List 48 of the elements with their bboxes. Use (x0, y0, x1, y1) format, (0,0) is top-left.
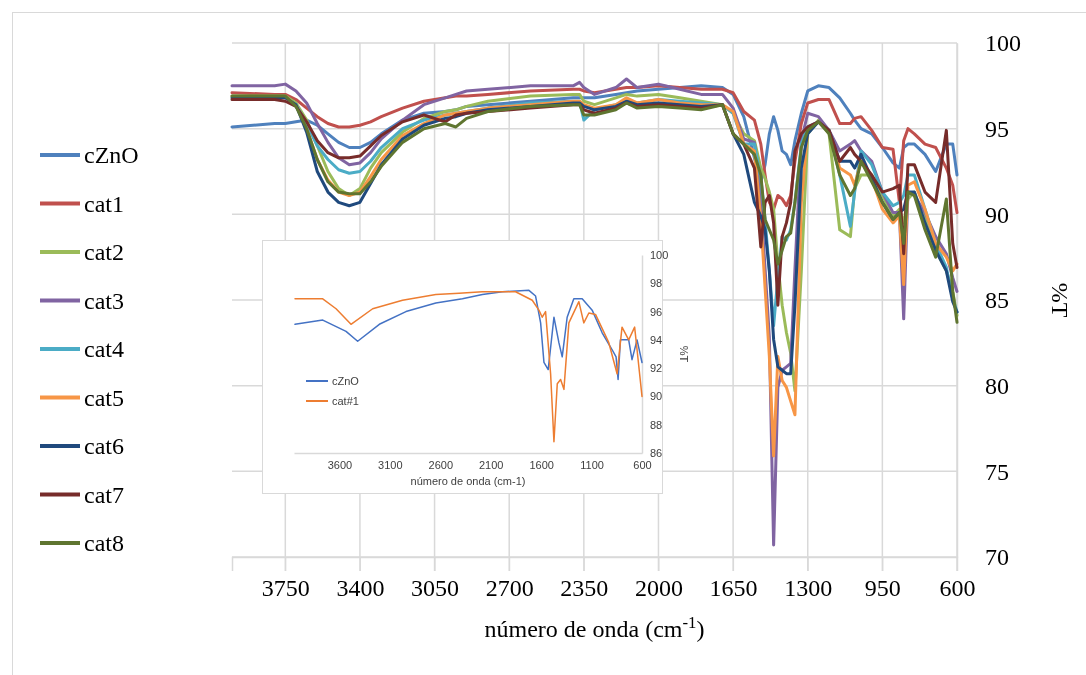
x-tick-label: 1650 (709, 575, 758, 602)
legend-label: cat4 (84, 336, 124, 363)
x-axis-title: número de onda (cm$^{-1}$) (484, 612, 705, 642)
y-tick-label: 95 (985, 115, 1009, 142)
legend-label: cat5 (84, 384, 124, 411)
x-tick-label: 3750 (261, 575, 310, 602)
y-tick-label: 86 (650, 447, 663, 460)
legend-label: cat1 (84, 190, 124, 217)
x-tick-label: 1100 (580, 458, 604, 471)
y-axis-title: %T (1047, 282, 1073, 318)
legend-label: cat3 (84, 287, 124, 314)
legend-label: cat#1 (332, 394, 359, 407)
x-tick-label: 3400 (336, 575, 385, 602)
legend-label: cat8 (84, 530, 124, 557)
y-tick-label: 100 (650, 249, 669, 262)
y-tick-label: 85 (985, 287, 1009, 314)
x-tick-label: 3600 (327, 458, 353, 471)
y-tick-label: 96 (650, 305, 663, 318)
y-tick-label: 100 (985, 30, 1021, 57)
x-tick-label: 2350 (560, 575, 609, 602)
y-tick-label: 75 (985, 458, 1009, 485)
x-tick-label: 3100 (378, 458, 403, 471)
y-axis-title: %T (678, 345, 690, 363)
x-tick-label: 2600 (428, 458, 453, 471)
y-tick-label: 80 (985, 372, 1009, 399)
y-tick-label: 98 (650, 277, 663, 290)
y-tick-label: 70 (985, 544, 1009, 571)
x-tick-label: 1600 (529, 458, 554, 471)
y-tick-label: 94 (650, 333, 663, 346)
x-tick-label: 2100 (478, 458, 504, 471)
y-tick-label: 90 (985, 201, 1009, 228)
x-tick-label: 600 (939, 575, 976, 602)
line-series (294, 291, 643, 443)
legend-label: cat2 (84, 239, 124, 266)
x-tick-label: 1300 (784, 575, 833, 602)
y-tick-label: 88 (650, 418, 663, 431)
y-tick-label: 92 (650, 362, 663, 375)
x-tick-label: 950 (864, 575, 901, 602)
legend-label: cat7 (84, 481, 124, 508)
x-tick-label: 3050 (411, 575, 460, 602)
x-axis-title: número de onda (cm-1) (410, 475, 526, 487)
legend-label: cZnO (84, 142, 139, 169)
x-tick-label: 2000 (634, 575, 683, 602)
y-tick-label: 90 (650, 390, 663, 403)
legend-label: cat6 (84, 433, 124, 460)
x-tick-label: 2700 (485, 575, 534, 602)
x-tick-label: 600 (633, 458, 652, 471)
legend-label: cZnO (332, 374, 360, 387)
